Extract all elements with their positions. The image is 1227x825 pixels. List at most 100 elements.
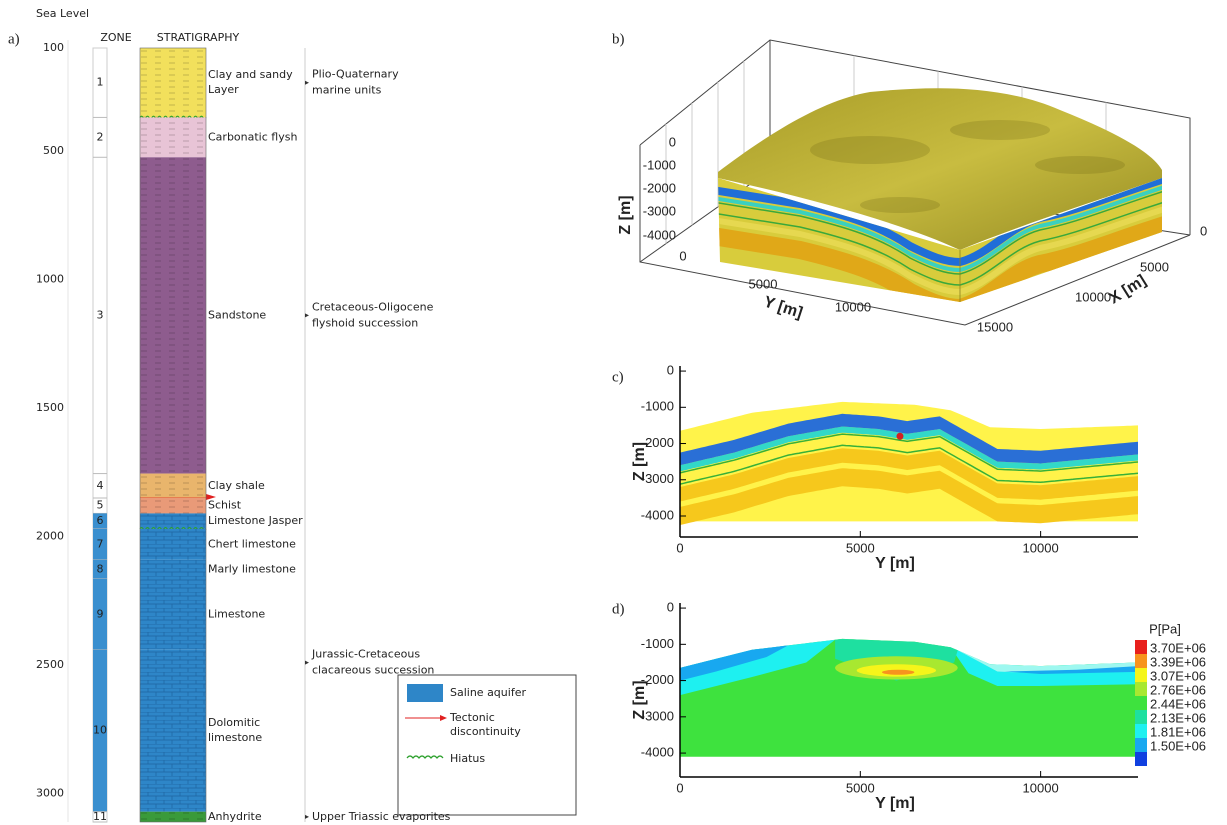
group-pointer [305,660,309,665]
y-tick-label: -2000 [641,672,674,687]
legend-title: P[Pa] [1149,621,1181,636]
x-tick-label: 5000 [846,780,875,795]
legend-swatch [407,684,443,702]
z-tick-label: 0 [669,134,676,149]
z-tick-label: -3000 [643,203,676,218]
x-tick-label: 5000 [1140,259,1169,274]
legend-swatch [1135,640,1147,654]
legend-label: 1.81E+06 [1150,724,1206,739]
legend-swatch [1135,752,1147,766]
layer-outline [139,47,207,823]
layer-texture [140,559,206,579]
legend-label: Tectonic [449,711,495,724]
layer-texture [140,117,206,158]
group-label: marine units [312,84,382,97]
tectonic-arrow [206,494,216,500]
unit-label: Clay shale [208,479,265,492]
group-pointer [305,80,309,85]
depth-tick-label: 3000 [36,787,64,800]
strat-header: STRATIGRAPHY [157,31,240,44]
z-tick-label: -2000 [643,180,676,195]
legend-label: 3.39E+06 [1150,654,1206,669]
legend-swatch [1135,724,1147,738]
pressure-zone [1004,666,1138,674]
legend-swatch [406,755,444,759]
legend-label: 2.76E+06 [1150,682,1206,697]
panel-label: b) [612,31,625,47]
zone-number: 9 [97,607,104,620]
legend-label: 1.50E+06 [1150,738,1206,753]
depth-tick-label: 500 [43,144,64,157]
block-band [718,211,1162,302]
group [680,638,1138,757]
zone-number: 10 [93,724,107,737]
layer-texture [140,528,206,560]
unit-label: Limestone [208,607,265,620]
layer [680,413,1138,466]
group-label: Jurassic-Cretaceous [311,648,420,661]
group [680,401,1138,525]
layer-texture [140,157,206,474]
x-tick-label: 10000 [1023,780,1059,795]
y-tick-label: 0 [667,363,674,378]
zone-number: 8 [97,562,104,575]
unit-label: Anhydrite [208,810,262,823]
group-pointer [305,814,309,819]
legend-swatch [1135,654,1147,668]
panel-label: d) [612,601,625,617]
unit-label: Clay and sandy [208,68,293,81]
legend-label: discontinuity [450,725,521,738]
legend-label: 3.70E+06 [1150,640,1206,655]
aquifer-bar [93,649,107,812]
zone-number: 1 [97,76,104,89]
layer [680,426,1138,472]
depth-tick-label: 1000 [36,272,64,285]
unit-label: Limestone Jasper [208,514,303,527]
legend-swatch [1135,668,1147,682]
aquifer-bar [93,528,107,560]
pressure-zone [957,650,1138,674]
y-tick-label: -4000 [641,745,674,760]
x-axis-label: X [m] [1106,272,1149,308]
z-tick-label: -1000 [643,157,676,172]
block-band [718,178,1162,267]
aquifer-bar [93,579,107,650]
unit-label: Schist [208,499,242,512]
zone-number: 2 [97,130,104,143]
legend-swatch [1135,682,1147,696]
y-tick-label: -1000 [641,399,674,414]
depth-tick-label: 1500 [36,401,64,414]
zone-number: 6 [97,514,104,527]
unit-label: Marly limestone [208,562,296,575]
depth-tick-label: 2000 [36,530,64,543]
y-tick-label: 0 [667,600,674,615]
layer-texture [140,473,206,498]
legend-label: 2.13E+06 [1150,710,1206,725]
y-axis-label: Y [m] [875,555,915,572]
layer [680,448,1138,502]
pressure-zone [881,669,915,675]
zone-number: 5 [97,499,104,512]
block-band [718,196,1162,286]
surface-shade [1035,156,1125,174]
unit-label: Sandstone [208,308,266,321]
depth-tick-label: 100 [43,41,64,54]
unit-label: limestone [208,731,262,744]
y-tick-label: 5000 [749,276,778,291]
layer [680,468,1138,525]
unit-label: Dolomitic [208,716,260,729]
layer-texture [140,811,206,822]
layer-texture [140,579,206,650]
legend-swatch [1135,738,1147,752]
horizon [680,433,1138,474]
unit-label: Layer [208,83,239,96]
y-tick-label: -2000 [641,435,674,450]
legend-label: Hiatus [450,752,485,765]
legend-swatch [440,715,447,721]
legend-label: Saline aquifer [450,686,526,699]
panel-label: a) [8,31,20,47]
y-tick-label: -1000 [641,636,674,651]
legend-swatch [1135,710,1147,724]
block-band [718,201,1162,296]
